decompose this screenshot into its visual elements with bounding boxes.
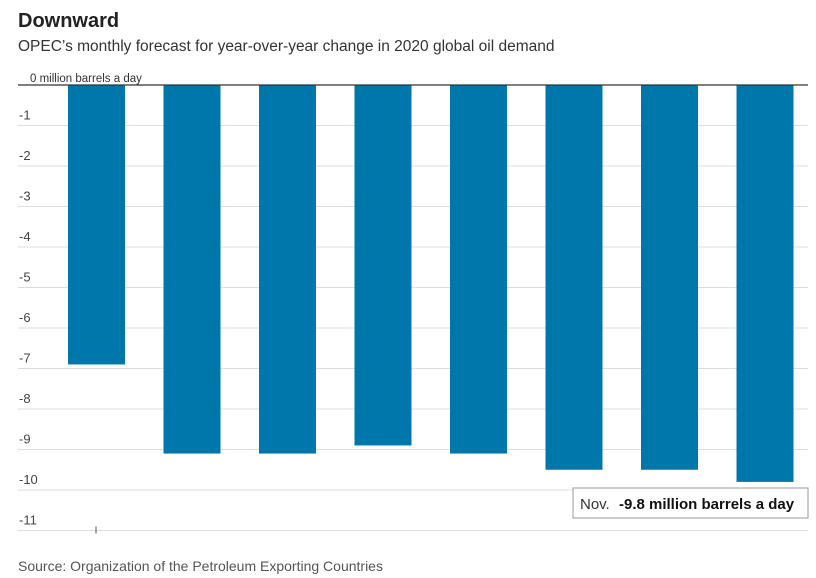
y-tick-label: -7: [19, 351, 31, 366]
y-axis-labels: 0 million barrels a day -1 -2 -3 -4 -5 -6 -7 -8 -…: [19, 73, 142, 528]
y-tick-label: -8: [19, 391, 31, 406]
bar: [163, 85, 221, 454]
chart-subtitle: OPEC’s monthly forecast for year-over-ye…: [18, 38, 555, 55]
y-tick-label: -3: [19, 189, 31, 204]
y-tick-label: -2: [19, 148, 31, 163]
bar: [736, 85, 794, 482]
y-tick-label: -9: [19, 432, 31, 447]
y-tick-label: -11: [19, 513, 37, 528]
bar: [68, 85, 125, 365]
y-tick-label: -5: [19, 270, 31, 285]
y-tick-label: 0 million barrels a day: [30, 73, 142, 85]
annotation-box: [572, 487, 809, 519]
y-tick-label: -10: [19, 472, 38, 487]
bar: [450, 85, 507, 454]
bar: [545, 85, 603, 470]
source-note: Source: Organization of the Petroleum Ex…: [18, 558, 383, 574]
latest-value-annotation: Nov. -9.8 million barrels a day: [572, 487, 809, 519]
y-tick-label: -1: [19, 108, 31, 123]
bars: [68, 85, 794, 482]
annotation-value: -9.8 million barrels a day: [619, 496, 795, 513]
y-tick-label: -6: [19, 310, 31, 325]
annotation-month: Nov.: [580, 496, 610, 513]
chart-title: Downward: [18, 10, 120, 32]
y-tick-label: -4: [19, 229, 31, 244]
bar: [354, 85, 412, 446]
bar: [259, 85, 316, 454]
bar: [641, 85, 698, 470]
